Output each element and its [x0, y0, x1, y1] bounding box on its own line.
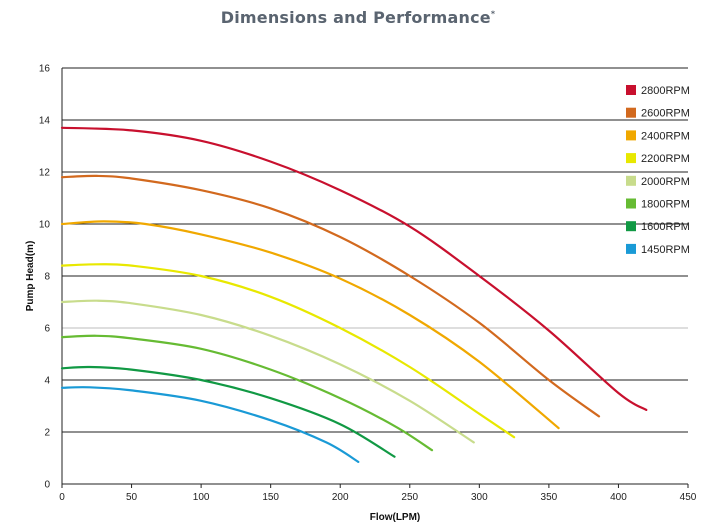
x-tick-label: 150 [262, 492, 279, 503]
x-tick-label: 100 [193, 492, 210, 503]
y-tick-label: 16 [39, 64, 51, 75]
legend-swatch [626, 107, 636, 118]
chart-title: Dimensions and Performance* [0, 8, 716, 27]
series-line-1450rpm [60, 386, 360, 463]
x-tick-label: 200 [332, 492, 349, 503]
series-line-2000rpm [60, 299, 475, 444]
series-line-1800rpm [60, 334, 434, 452]
legend-label: 2400RPM [641, 130, 690, 142]
y-tick-label: 12 [39, 168, 51, 179]
y-tick-label: 0 [44, 480, 50, 491]
legend-swatch [626, 198, 636, 209]
legend-swatch [626, 175, 636, 186]
y-tick-label: 2 [44, 428, 50, 439]
series-line-2400rpm [60, 220, 560, 430]
legend: 2800RPM 2600RPM 2400RPM 2200RPM 2000RPM 1800R… [626, 85, 690, 256]
series-line-1600rpm [60, 365, 396, 458]
axes: 0 2 4 6 8 10 12 14 16 0 50 100 150 200 250 300 350 400 450 [39, 64, 697, 504]
legend-swatch [626, 153, 636, 164]
series-line-2600rpm [60, 174, 601, 418]
x-axis-label: Flow(LPM) [370, 512, 421, 523]
legend-label: 1450RPM [641, 244, 690, 256]
y-tick-label: 8 [44, 272, 50, 283]
legend-label: 1800RPM [641, 199, 690, 211]
x-tick-label: 300 [471, 492, 488, 503]
x-tick-label: 400 [610, 492, 627, 503]
x-tick-label: 350 [541, 492, 558, 503]
legend-swatch [626, 130, 636, 141]
legend-label: 2200RPM [641, 153, 690, 165]
x-tick-label: 0 [59, 492, 65, 503]
legend-swatch [626, 243, 636, 254]
series-line-2200rpm [60, 263, 516, 439]
gridlines [62, 67, 688, 433]
series-line-2800rpm [60, 126, 648, 411]
series-lines [60, 126, 648, 463]
y-axis-label: Pump Head(m) [25, 241, 36, 312]
x-tick-label: 450 [680, 492, 697, 503]
title-footnote-mark: * [490, 9, 496, 19]
y-tick-label: 6 [44, 324, 50, 335]
legend-label: 2600RPM [641, 108, 690, 120]
y-tick-label: 4 [44, 376, 50, 387]
x-tick-label: 50 [126, 492, 138, 503]
legend-label: 2000RPM [641, 176, 690, 188]
legend-swatch [626, 85, 636, 95]
x-tick-label: 250 [401, 492, 418, 503]
y-tick-label: 14 [39, 116, 51, 127]
legend-label: 1600RPM [641, 221, 690, 233]
chart-title-text: Dimensions and Performance [220, 8, 491, 27]
legend-swatch [626, 221, 636, 232]
legend-label: 2800RPM [641, 85, 690, 97]
y-tick-label: 10 [39, 220, 51, 231]
